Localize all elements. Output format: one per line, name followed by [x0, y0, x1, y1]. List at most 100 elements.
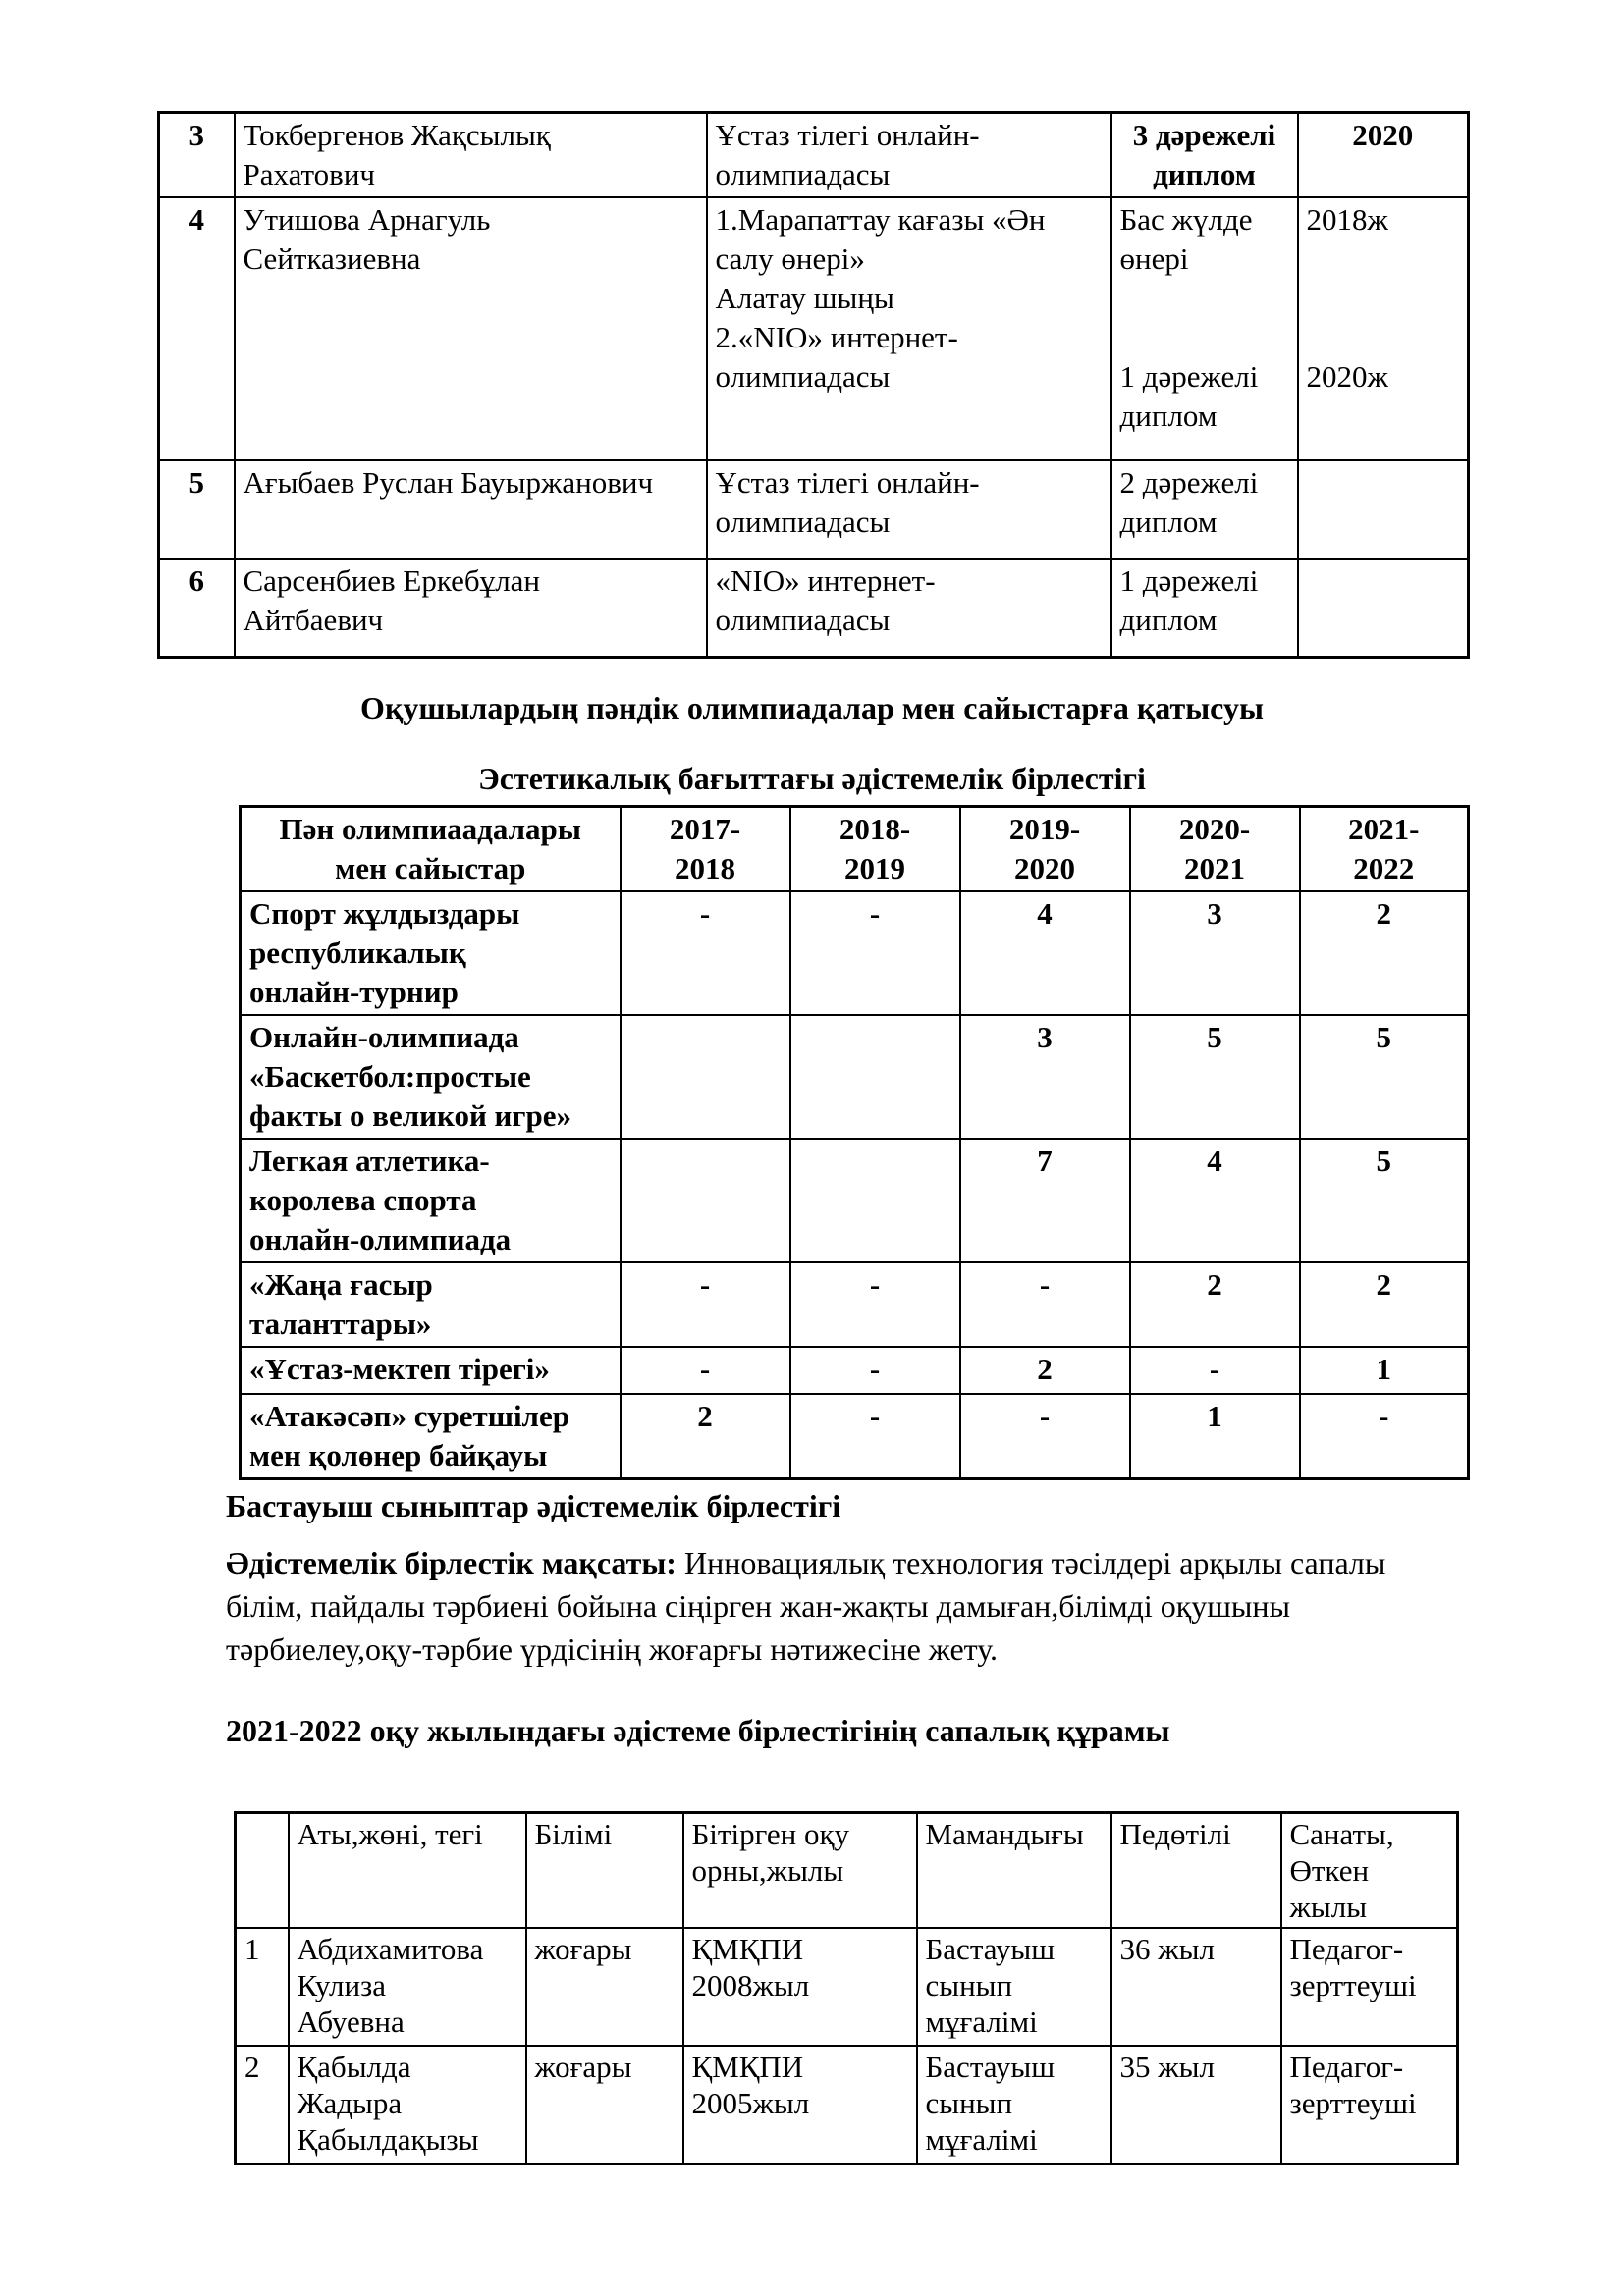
table-cell: -	[788, 1393, 961, 1480]
achievements-table-row-3: 6 Сарсенбиев Еркебұлан Айтбаевич «NIO» инт…	[157, 558, 1470, 658]
table-cell: -	[1128, 1346, 1301, 1395]
table-cell: Бас жүлде өнері 1 дәрежелі диплом	[1110, 196, 1299, 461]
table-cell	[234, 1811, 290, 1929]
table-cell	[1296, 558, 1470, 658]
table-cell: Мамандығы	[915, 1811, 1112, 1929]
table-cell: 5	[1298, 1014, 1470, 1140]
table-cell: 6	[157, 558, 236, 658]
table-cell: ҚМҚПИ 2008жыл	[681, 1927, 918, 2047]
table-cell: Ұстаз тілегі онлайн- олимпиадасы	[705, 111, 1112, 198]
table-cell: -	[788, 890, 961, 1016]
achievements-table-row-2: 5 Ағыбаев Руслан Бауыржанович Ұстаз тілегі…	[157, 459, 1470, 560]
table-cell: 2	[958, 1346, 1131, 1395]
table-cell: 4	[958, 890, 1131, 1016]
table-cell: 1.Марапаттау кағазы «Ән салу өнері» Алат…	[705, 196, 1112, 461]
table-cell: 3	[1128, 890, 1301, 1016]
table-cell: Білімі	[524, 1811, 684, 1929]
staff-table: Аты,жөні, тегі Білімі Бітірген оқу орны,жы…	[234, 1811, 1459, 2165]
table-cell: 5	[1128, 1014, 1301, 1140]
olympiad-participation-table-row-0: Пән олимпиаадалары мен сайыстар 2017- 201…	[239, 805, 1470, 892]
goal-paragraph-text: Инновациялық технология тәсілдері арқылы…	[226, 1545, 1386, 1667]
table-cell: 2021- 2022	[1298, 805, 1470, 892]
table-cell: -	[619, 1261, 791, 1348]
table-cell: Қабылда Жадыра Қабылдақызы	[287, 2045, 527, 2164]
table-cell: 35 жыл	[1110, 2045, 1282, 2164]
table-cell: жоғары	[524, 1927, 684, 2047]
staff-table-row-0: Аты,жөні, тегі Білімі Бітірген оқу орны,жы…	[234, 1811, 1459, 1929]
table-cell: 2018ж 2020ж	[1296, 196, 1470, 461]
table-cell: Бастауыш сынып мұғалімі	[915, 1927, 1112, 2047]
table-cell: Аты,жөні, тегі	[287, 1811, 527, 1929]
staff-table-row-2: 2 Қабылда Жадыра Қабылдақызы жоғары ҚМҚПИ 2…	[234, 2045, 1459, 2164]
olympiad-participation-table-row-2: Онлайн-олимпиада «Баскетбол:простые факт…	[239, 1014, 1470, 1140]
table-cell: Педөтілі	[1110, 1811, 1282, 1929]
achievements-table: 3 Токбергенов Жақсылық Рахатович Ұстаз тіл…	[157, 111, 1470, 659]
table-cell: «NIO» интернет- олимпиадасы	[705, 558, 1112, 658]
table-cell: 1	[234, 1927, 290, 2047]
table-cell: Педагог- зерттеуші	[1279, 1927, 1459, 2047]
table-cell: Онлайн-олимпиада «Баскетбол:простые факт…	[239, 1014, 622, 1140]
table-cell	[1296, 459, 1470, 560]
table-cell: 1 дәрежелі диплом	[1110, 558, 1299, 658]
table-cell: Бітірген оқу орны,жылы	[681, 1811, 918, 1929]
table-cell: -	[619, 1346, 791, 1395]
table-cell	[619, 1138, 791, 1263]
table-cell: жоғары	[524, 2045, 684, 2164]
table-cell: 5	[1298, 1138, 1470, 1263]
table-cell: Бастауыш сынып мұғалімі	[915, 2045, 1112, 2164]
olympiad-participation-table-row-4: «Жаңа ғасыр таланттары» - - -2 2	[239, 1261, 1470, 1348]
table-cell: Токбергенов Жақсылық Рахатович	[233, 111, 708, 198]
table-cell: 36 жыл	[1110, 1927, 1282, 2047]
esthetic-direction-title: Эстетикалық бағыттағы әдістемелік бірлес…	[478, 761, 1146, 796]
table-cell: Сарсенбиев Еркебұлан Айтбаевич	[233, 558, 708, 658]
table-cell: Санаты, Өткен жылы	[1279, 1811, 1459, 1929]
table-cell: Пән олимпиаадалары мен сайыстар	[239, 805, 622, 892]
goal-paragraph-lead: Әдістемелік бірлестік мақсаты:	[226, 1545, 677, 1580]
table-cell: 5	[157, 459, 236, 560]
table-cell: 2018- 2019	[788, 805, 961, 892]
table-cell: Абдихамитова Кулиза Абуевна	[287, 1927, 527, 2047]
olympiad-participation-table-row-5: «Ұстаз-мектеп тірегі» - -2-1	[239, 1346, 1470, 1395]
table-cell: -	[788, 1261, 961, 1348]
table-cell: 1	[1298, 1346, 1470, 1395]
table-cell: 3 дәрежелі диплом	[1110, 111, 1299, 198]
table-cell: 2	[1298, 890, 1470, 1016]
table-cell: -	[958, 1393, 1131, 1480]
table-cell: 2020	[1296, 111, 1470, 198]
table-cell: 2017- 2018	[619, 805, 791, 892]
table-cell: Ағыбаев Руслан Бауыржанович	[233, 459, 708, 560]
staff-table-row-1: 1 Абдихамитова Кулиза Абуевна жоғары ҚМҚПИ …	[234, 1927, 1459, 2047]
table-cell: 7	[958, 1138, 1131, 1263]
achievements-table-row-0: 3 Токбергенов Жақсылық Рахатович Ұстаз тіл…	[157, 111, 1470, 198]
table-cell: «Ұстаз-мектеп тірегі»	[239, 1346, 622, 1395]
table-cell	[788, 1014, 961, 1140]
table-cell: 3	[958, 1014, 1131, 1140]
table-cell: «Жаңа ғасыр таланттары»	[239, 1261, 622, 1348]
table-cell	[619, 1014, 791, 1140]
table-cell: 2019- 2020	[958, 805, 1131, 892]
table-cell: Спорт жұлдыздары республикалық онлайн-ту…	[239, 890, 622, 1016]
table-cell: 2 дәрежелі диплом	[1110, 459, 1299, 560]
table-cell: -	[619, 890, 791, 1016]
table-cell: Педагог- зерттеуші	[1279, 2045, 1459, 2164]
table-cell: 4	[157, 196, 236, 461]
table-cell: 2	[1128, 1261, 1301, 1348]
table-cell: 2	[619, 1393, 791, 1480]
table-cell: -	[1298, 1393, 1470, 1480]
table-cell: ҚМҚПИ 2005жыл	[681, 2045, 918, 2164]
olympiad-participation-table-row-6: «Атакәсәп» суретшілер мен қолөнер байқау…	[239, 1393, 1470, 1480]
table-cell: Легкая атлетика- королева спорта онлайн-…	[239, 1138, 622, 1263]
table-cell: Ұстаз тілегі онлайн- олимпиадасы	[705, 459, 1112, 560]
participation-title: Оқушылардың пәндік олимпиадалар мен сайы…	[360, 690, 1264, 725]
olympiad-participation-table-row-1: Спорт жұлдыздары республикалық онлайн-ту…	[239, 890, 1470, 1016]
achievements-table-row-1: 4 Утишова Арнагуль Сейтказиевна 1.Марапатт…	[157, 196, 1470, 461]
table-cell	[788, 1138, 961, 1263]
quality-composition-title: 2021-2022 оқу жылындағы әдістеме бірлест…	[226, 1713, 1170, 1748]
table-cell: -	[958, 1261, 1131, 1348]
table-cell: «Атакәсәп» суретшілер мен қолөнер байқау…	[239, 1393, 622, 1480]
table-cell: Утишова Арнагуль Сейтказиевна	[233, 196, 708, 461]
olympiad-participation-table-row-3: Легкая атлетика- королева спорта онлайн-…	[239, 1138, 1470, 1263]
olympiad-participation-table: Пән олимпиаадалары мен сайыстар 2017- 201…	[239, 805, 1470, 1480]
table-cell: -	[788, 1346, 961, 1395]
